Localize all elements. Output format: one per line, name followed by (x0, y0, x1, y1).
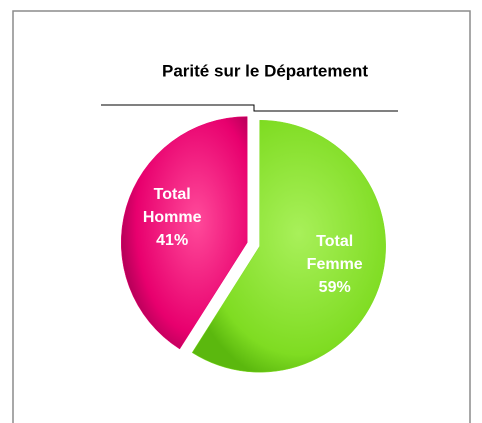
value-label: 59% (319, 279, 351, 296)
slice-label: Total Homme (143, 186, 202, 226)
label-line: Total (316, 233, 353, 250)
chart-border (12, 10, 471, 423)
label-line: Femme (307, 256, 363, 273)
label-line: Total (154, 186, 191, 203)
label-line: Homme (143, 209, 202, 226)
pie-slice (120, 116, 248, 350)
slice-label: Total Femme (307, 233, 363, 273)
leader-line (101, 104, 398, 112)
pie-slice (191, 119, 386, 373)
value-label: 41% (156, 232, 188, 249)
chart-title: Parité sur le Département (162, 61, 368, 80)
